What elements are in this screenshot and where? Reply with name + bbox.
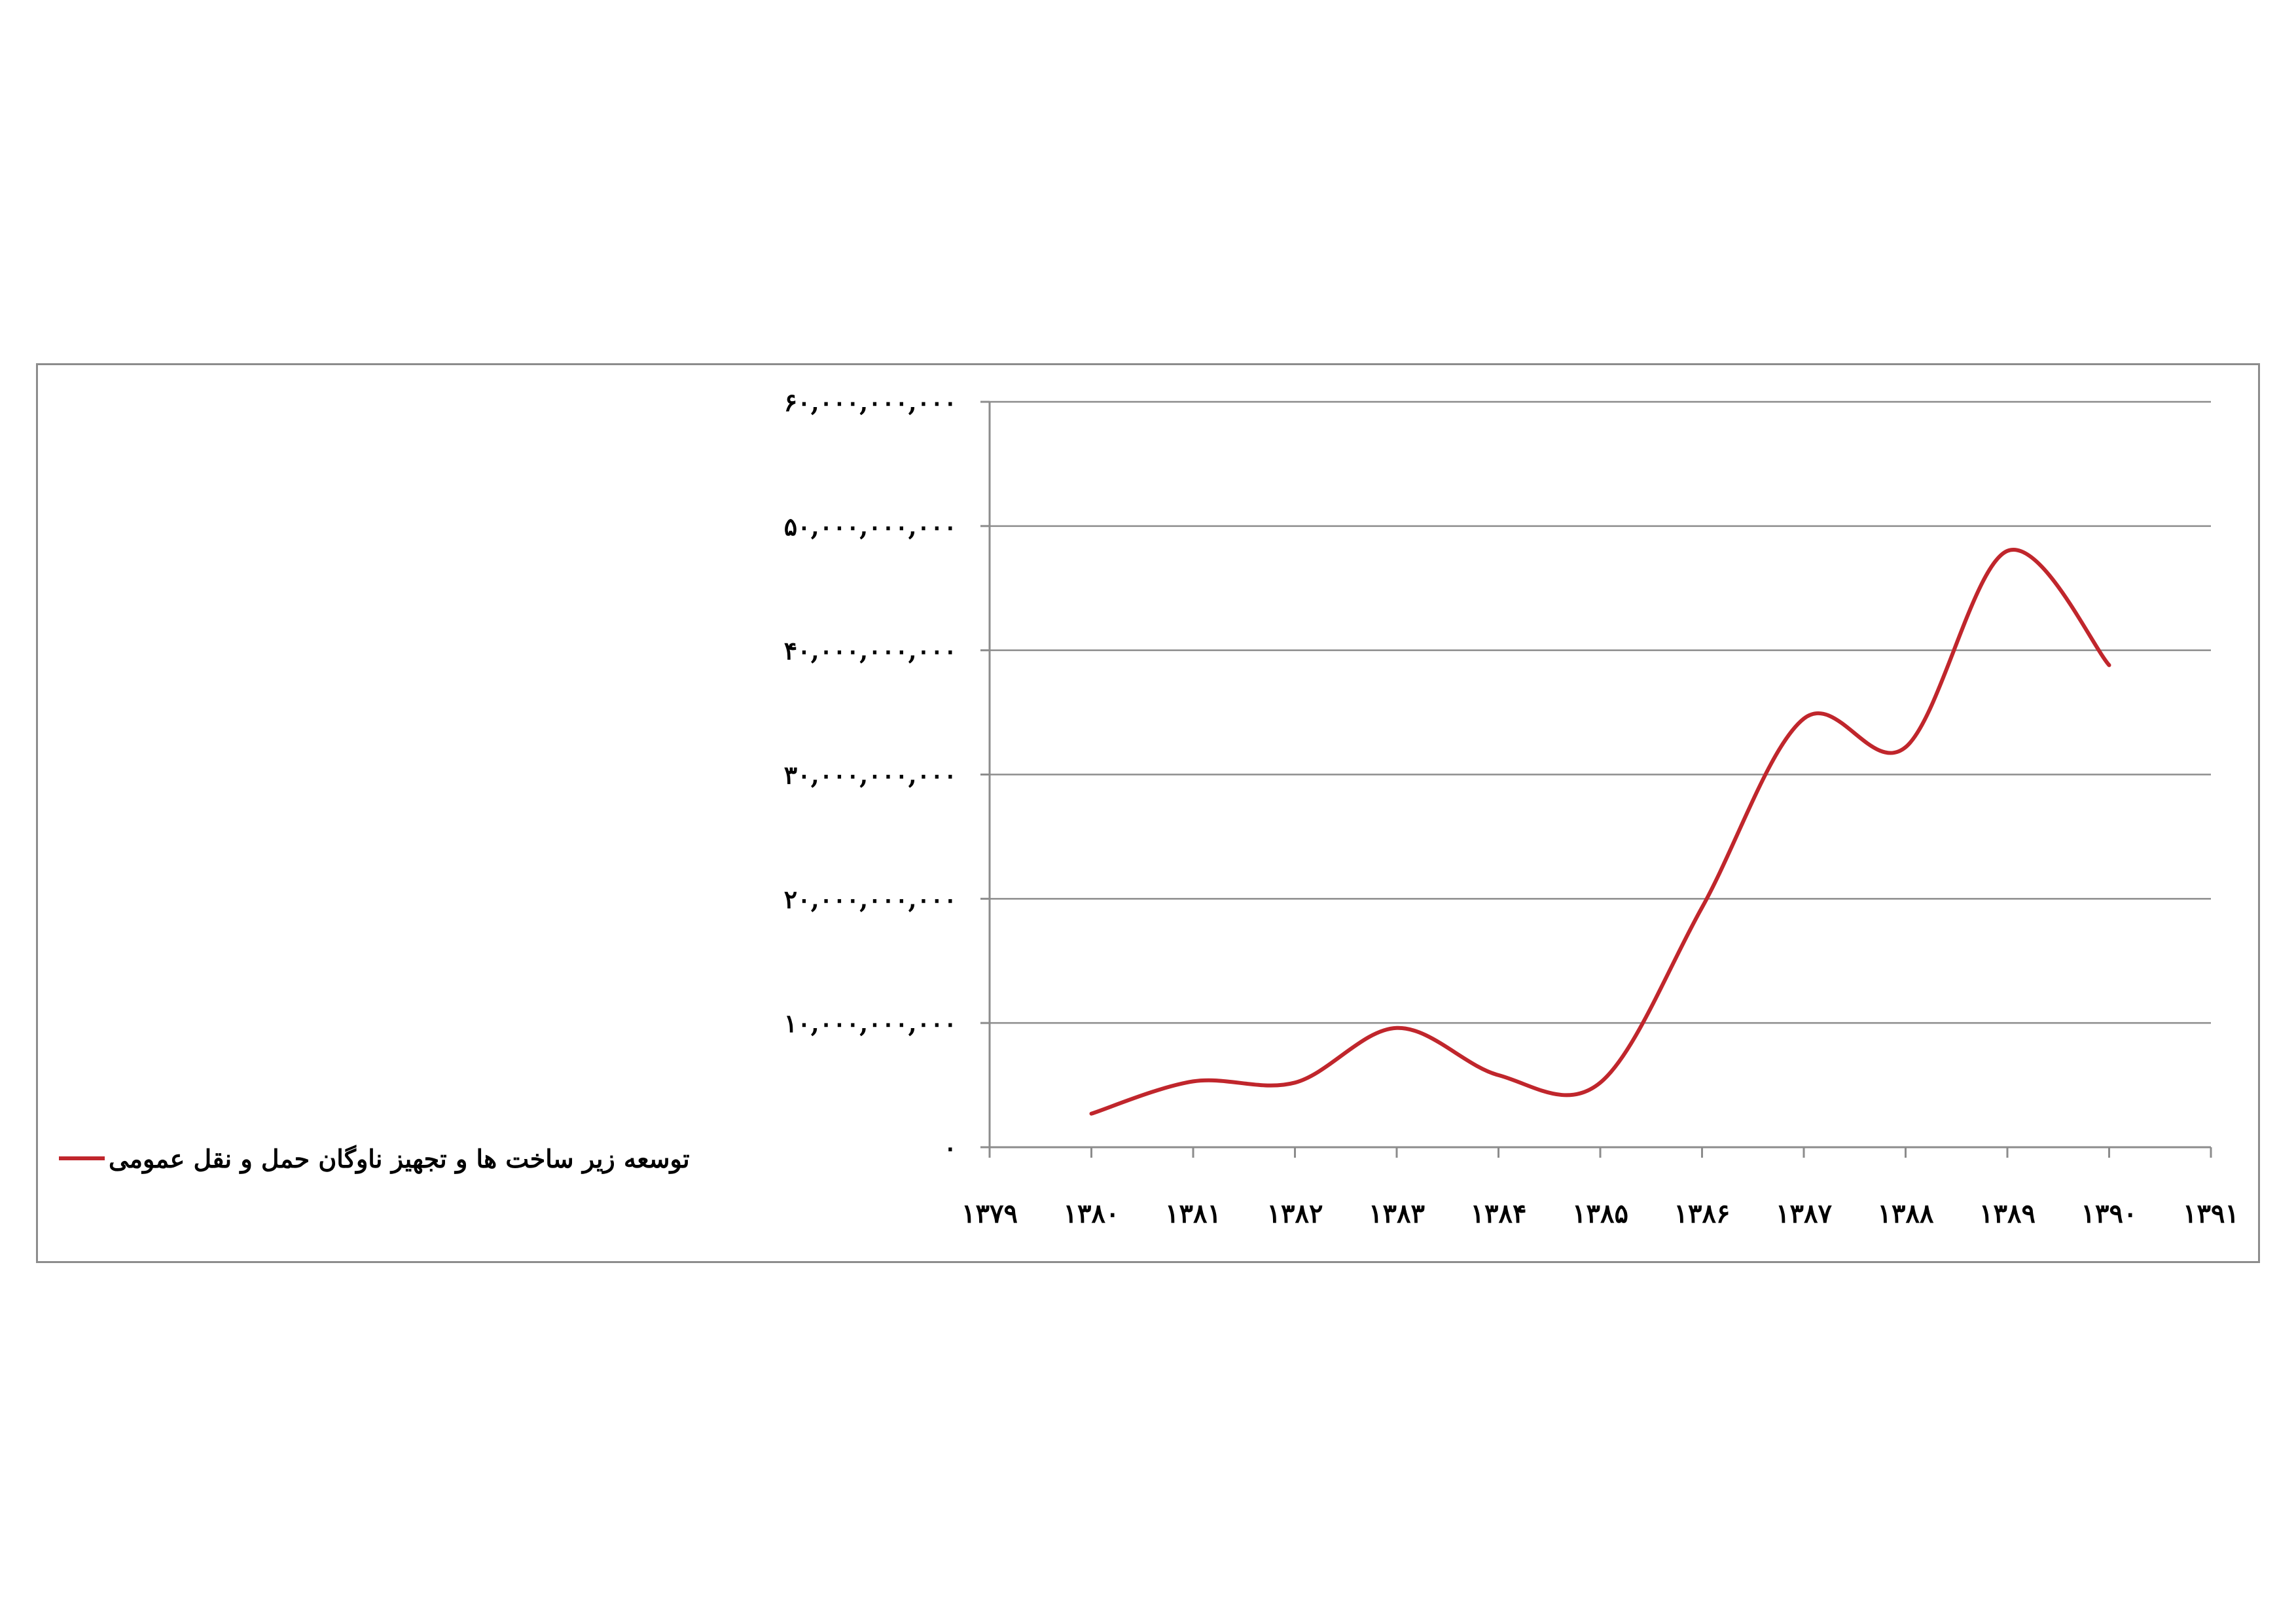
y-tick-label: ۵۰,۰۰۰,۰۰۰,۰۰۰ xyxy=(784,512,957,541)
x-tick-label: ۱۳۷۹ xyxy=(961,1198,1018,1229)
series-lines xyxy=(1089,548,2111,1116)
y-tick-label: ۳۰,۰۰۰,۰۰۰,۰۰۰ xyxy=(784,760,957,790)
y-tick-label: ۰ xyxy=(944,1133,957,1162)
axes xyxy=(980,401,2212,1158)
gridlines xyxy=(990,401,2211,1024)
x-tick-label: ۱۳۸۲ xyxy=(1267,1198,1323,1229)
x-axis-tick-labels: ۱۳۷۹ ۱۳۸۰ ۱۳۸۱ ۱۳۸۲ ۱۳۸۳ ۱۳۸۴ ۱۳۸۵ ۱۳۸۶ ۱۳۸۷ ۱۳۸۸… xyxy=(961,1198,2239,1229)
legend-swatch xyxy=(59,1156,105,1160)
x-tick-label: ۱۳۸۳ xyxy=(1369,1198,1425,1229)
y-tick-label: ۴۰,۰۰۰,۰۰۰,۰۰۰ xyxy=(784,636,957,666)
y-axis-tick-labels: ۰ ۱۰,۰۰۰,۰۰۰,۰۰۰ ۲۰,۰۰۰,۰۰۰,۰۰۰ ۳۰,۰۰۰,۰۰۰,… xyxy=(784,387,957,1162)
y-tick-label: ۲۰,۰۰۰,۰۰۰,۰۰۰ xyxy=(784,884,957,914)
x-tick-label: ۱۳۹۰ xyxy=(2081,1198,2138,1229)
y-tick-label: ۶۰,۰۰۰,۰۰۰,۰۰۰ xyxy=(784,387,957,417)
y-tick-label: ۱۰,۰۰۰,۰۰۰,۰۰۰ xyxy=(784,1008,957,1038)
x-tick-label: ۱۳۸۵ xyxy=(1572,1198,1628,1229)
x-tick-label: ۱۳۸۸ xyxy=(1878,1198,1934,1229)
x-tick-label: ۱۳۸۴ xyxy=(1471,1198,1527,1229)
series-line xyxy=(1089,548,2111,1116)
legend: توسعه زیر ساخت ها و تجهیز ناوگان حمل و ن… xyxy=(59,1139,690,1178)
chart-frame xyxy=(36,363,2260,1263)
x-tick-label: ۱۳۸۱ xyxy=(1165,1198,1221,1229)
x-tick-label: ۱۳۸۹ xyxy=(1979,1198,2036,1229)
x-tick-label: ۱۳۹۱ xyxy=(2183,1198,2239,1229)
legend-label: توسعه زیر ساخت ها و تجهیز ناوگان حمل و ن… xyxy=(109,1143,690,1173)
x-tick-label: ۱۳۸۰ xyxy=(1064,1198,1120,1229)
x-tick-label: ۱۳۸۷ xyxy=(1776,1198,1832,1229)
x-tick-label: ۱۳۸۶ xyxy=(1674,1198,1731,1229)
